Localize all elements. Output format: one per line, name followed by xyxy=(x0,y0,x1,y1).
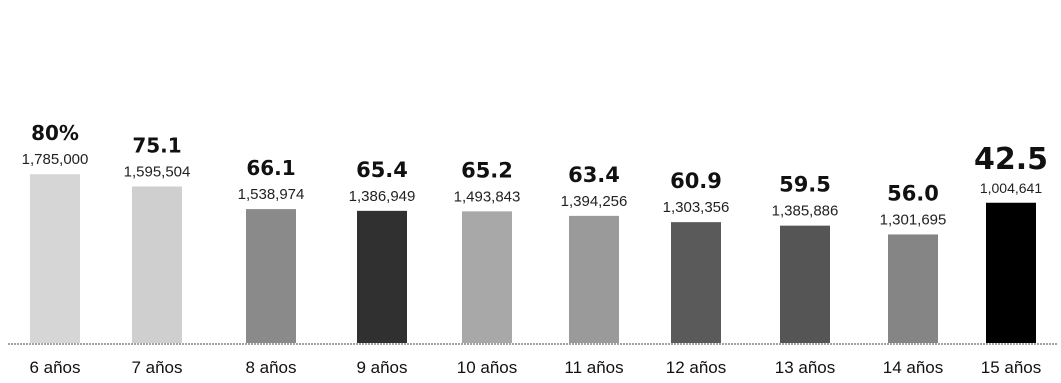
bar-1 xyxy=(30,174,80,343)
category-label-2: 7 años xyxy=(131,358,182,377)
value-label-6: 63.4 xyxy=(568,163,620,187)
category-label-6: 11 años xyxy=(564,358,623,377)
bar-8 xyxy=(780,225,830,343)
count-label-2: 1,595,504 xyxy=(124,163,191,180)
value-label-5: 65.2 xyxy=(461,158,513,182)
count-label-3: 1,538,974 xyxy=(238,186,305,203)
count-label-8: 1,385,886 xyxy=(772,203,839,220)
bar-9 xyxy=(888,234,938,343)
value-label-1: 80% xyxy=(31,121,79,145)
bar-6 xyxy=(569,215,619,343)
value-label-3: 66.1 xyxy=(246,156,295,180)
value-label-2: 75.1 xyxy=(132,133,181,157)
count-label-9: 1,301,695 xyxy=(880,211,947,228)
bar-3 xyxy=(246,209,296,343)
value-label-9: 56.0 xyxy=(887,181,939,205)
bar-5 xyxy=(462,211,512,343)
value-label-10: 42.5 xyxy=(974,142,1048,177)
value-label-7: 60.9 xyxy=(670,169,722,193)
category-label-3: 8 años xyxy=(245,358,296,377)
category-label-8: 13 años xyxy=(775,358,836,377)
value-label-4: 65.4 xyxy=(356,158,408,182)
category-label-1: 6 años xyxy=(29,358,80,377)
category-label-5: 10 años xyxy=(457,358,518,377)
count-label-10: 1,004,641 xyxy=(980,180,1042,196)
bar-2 xyxy=(132,186,182,343)
count-label-7: 1,303,356 xyxy=(663,199,730,216)
count-label-5: 1,493,843 xyxy=(454,188,521,205)
category-label-7: 12 años xyxy=(666,358,727,377)
category-label-10: 15 años xyxy=(981,358,1042,377)
bar-4 xyxy=(357,210,407,343)
bar-7 xyxy=(671,222,721,343)
count-label-4: 1,386,949 xyxy=(349,188,416,205)
value-label-8: 59.5 xyxy=(779,173,831,197)
count-label-1: 1,785,000 xyxy=(22,151,89,168)
bar-10 xyxy=(986,202,1036,343)
count-label-6: 1,394,256 xyxy=(561,193,628,210)
category-label-9: 14 años xyxy=(883,358,944,377)
category-label-4: 9 años xyxy=(356,358,407,377)
